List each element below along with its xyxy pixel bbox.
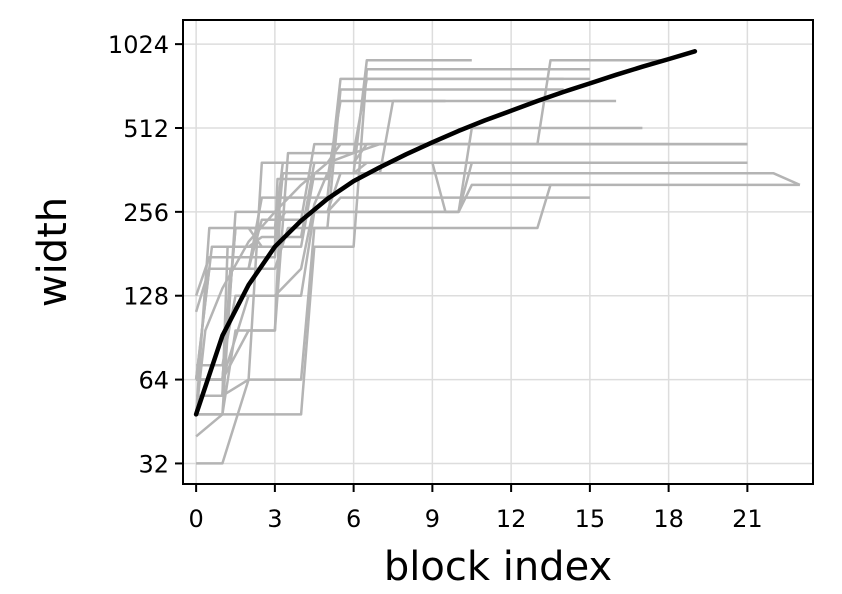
background-series-line xyxy=(196,183,800,465)
x-axis-ticks: 0 3 6 9 12 15 18 21 xyxy=(188,484,763,533)
mean-line xyxy=(193,49,698,417)
y-axis-ticks: 32 64 128 256 512 1024 xyxy=(108,31,183,478)
x-tick-label: 9 xyxy=(425,505,440,533)
x-axis-label: block index xyxy=(384,544,612,590)
background-series-group xyxy=(194,59,801,465)
x-tick-label: 18 xyxy=(653,505,684,533)
y-tick-label: 1024 xyxy=(108,31,169,59)
y-tick-label: 32 xyxy=(138,450,169,478)
x-tick-label: 3 xyxy=(267,505,282,533)
x-tick-label: 12 xyxy=(496,505,527,533)
grid xyxy=(183,20,813,484)
x-tick-label: 6 xyxy=(346,505,361,533)
background-series-line xyxy=(196,172,801,381)
y-axis-label: width xyxy=(30,197,76,307)
background-series-line xyxy=(194,88,564,380)
y-tick-label: 64 xyxy=(138,367,169,395)
y-tick-label: 256 xyxy=(123,199,169,227)
x-tick-label: 21 xyxy=(732,505,763,533)
x-tick-label: 15 xyxy=(575,505,606,533)
y-tick-label: 512 xyxy=(123,115,169,143)
plot-frame xyxy=(182,19,814,485)
background-series-line xyxy=(196,99,617,381)
background-series-line xyxy=(196,68,590,416)
x-tick-label: 0 xyxy=(188,505,203,533)
plot-background xyxy=(183,20,813,484)
y-tick-label: 128 xyxy=(123,283,169,311)
background-series-line xyxy=(196,77,564,416)
